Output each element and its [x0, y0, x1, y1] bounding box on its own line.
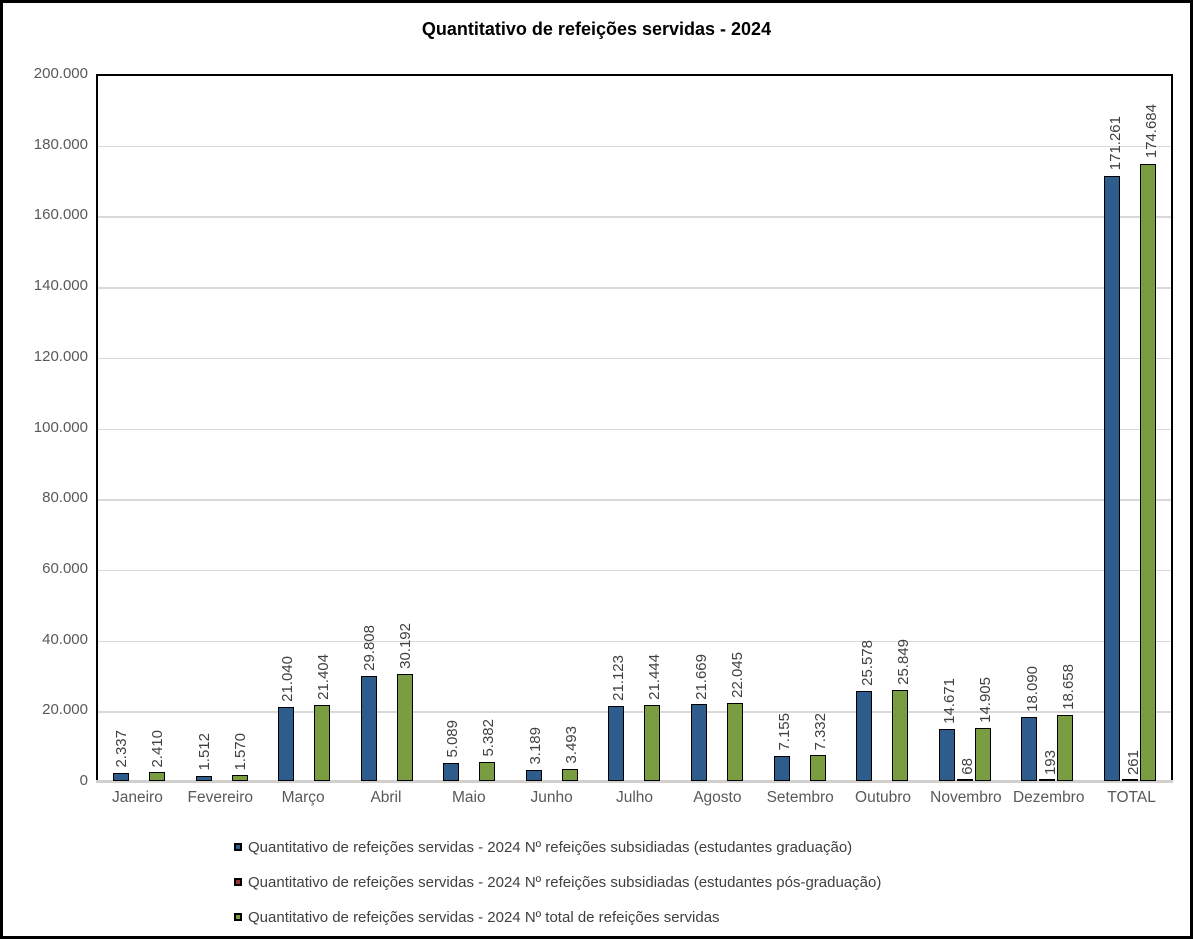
- x-axis-tick-label: Maio: [451, 789, 486, 806]
- bar-series-0-novembro: [938, 729, 955, 781]
- bar-series-2-julho: [644, 705, 661, 781]
- bar-group-total: [1088, 76, 1171, 781]
- bar-series-0-março: [278, 706, 295, 781]
- x-axis-line: [96, 780, 1173, 783]
- bar-series-2-novembro: [974, 728, 991, 781]
- bar-series-2-março: [314, 705, 331, 781]
- gridline: [98, 145, 1171, 148]
- plot-area: 2.337 2.410 1.512 1.570 21.040 21.404 29.808 30…: [96, 74, 1173, 783]
- y-axis-tick-label: 140.000: [33, 277, 88, 295]
- y-axis-tick-label: 200.000: [33, 65, 88, 82]
- x-axis-tick-label: Novembro: [930, 789, 1002, 806]
- bar-series-0-junho: [525, 769, 542, 781]
- bar-series-0-agosto: [691, 704, 708, 781]
- y-axis-tick-label: 180.000: [33, 135, 88, 153]
- bar-series-0-abril: [360, 675, 377, 781]
- y-axis-tick-label: 100.000: [33, 418, 88, 436]
- y-axis-tick-label: 0: [79, 772, 88, 789]
- chart-title: Quantitativo de refeições servidas - 202…: [421, 19, 772, 39]
- legend-item-1: Quantitativo de refeições servidas - 202…: [234, 871, 881, 893]
- bar-group-dezembro: [1006, 76, 1089, 781]
- gridline: [98, 499, 1171, 501]
- bar-series-1-total: [1121, 779, 1138, 781]
- legend-swatch-icon: [234, 843, 242, 851]
- bar-series-0-dezembro: [1021, 717, 1038, 781]
- x-axis-tick-label: Agosto: [693, 789, 742, 806]
- bar-series-2-maio: [479, 761, 496, 781]
- bar-series-0-maio: [443, 763, 460, 781]
- bar-series-2-abril: [396, 674, 413, 781]
- bar-group-maio: [428, 76, 511, 781]
- y-axis-tick-label: 160.000: [33, 206, 88, 224]
- bar-series-0-fevereiro: [195, 775, 212, 781]
- gridline: [98, 428, 1171, 430]
- bar-series-0-total: [1103, 175, 1120, 781]
- y-axis-tick-label: 60.000: [42, 559, 88, 577]
- gridline: [98, 357, 1171, 360]
- x-axis-tick-label: Janeiro: [112, 789, 163, 806]
- bar-group-agosto: [676, 76, 759, 781]
- y-axis-labels: 200.000 180.000 160.000 140.000 120.000 100.0…: [3, 65, 88, 789]
- x-axis-tick-label: Junho: [530, 789, 573, 806]
- x-axis-tick-label: Março: [281, 789, 325, 806]
- bar-series-0-setembro: [773, 755, 790, 781]
- bars-layer: [98, 76, 1171, 781]
- bar-group-outubro: [841, 76, 924, 781]
- x-axis-tick-label: Setembro: [766, 789, 834, 806]
- x-axis-tick-label: TOTAL: [1107, 789, 1156, 806]
- bar-group-setembro: [758, 76, 841, 781]
- bar-series-2-junho: [561, 768, 578, 781]
- legend-swatch-icon: [234, 878, 242, 886]
- y-axis-tick-label: 20.000: [42, 701, 88, 719]
- x-axis-tick-label: Julho: [615, 789, 654, 806]
- x-axis-tick-label: Outubro: [855, 789, 912, 806]
- bar-series-0-janeiro: [113, 772, 130, 781]
- gridline: [98, 711, 1171, 713]
- x-axis-labels: Janeiro Fevereiro Março Abril Maio Junho Julho…: [96, 789, 1173, 807]
- y-axis-tick-label: 40.000: [42, 630, 88, 648]
- legend-label: Quantitativo de refeições servidas - 202…: [248, 908, 720, 926]
- bar-group-março: [263, 76, 346, 781]
- gridline: [98, 216, 1171, 218]
- y-axis-tick-label: 120.000: [33, 347, 88, 365]
- gridline: [98, 287, 1171, 289]
- legend-label: Quantitativo de refeições servidas - 202…: [248, 873, 882, 891]
- bar-series-2-fevereiro: [231, 775, 248, 781]
- bar-series-1-dezembro: [1039, 779, 1056, 781]
- y-axis-tick-label: 80.000: [42, 489, 88, 507]
- x-axis-tick-label: Fevereiro: [187, 789, 253, 806]
- bar-group-abril: [346, 76, 429, 781]
- bar-series-2-dezembro: [1057, 715, 1074, 781]
- bar-group-julho: [593, 76, 676, 781]
- bar-series-2-janeiro: [149, 772, 166, 781]
- legend-item-2: Quantitativo de refeições servidas - 202…: [234, 906, 881, 928]
- bar-series-2-agosto: [727, 703, 744, 781]
- bar-series-2-outubro: [892, 689, 909, 781]
- x-axis-tick-label: Abril: [370, 789, 402, 806]
- legend-swatch-icon: [234, 913, 242, 921]
- legend-label: Quantitativo de refeições servidas - 202…: [248, 838, 853, 856]
- bar-series-0-outubro: [856, 690, 873, 781]
- bar-group-fevereiro: [181, 76, 264, 781]
- chart-legend: Quantitativo de refeições servidas - 202…: [234, 836, 881, 936]
- gridline: [98, 640, 1171, 643]
- bar-series-2-total: [1139, 163, 1156, 781]
- bar-group-novembro: [923, 76, 1006, 781]
- bar-series-2-setembro: [809, 755, 826, 781]
- x-axis-tick-label: Dezembro: [1012, 789, 1085, 806]
- gridline: [98, 569, 1171, 572]
- bar-series-0-julho: [608, 706, 625, 781]
- bar-group-junho: [511, 76, 594, 781]
- legend-item-0: Quantitativo de refeições servidas - 202…: [234, 836, 881, 858]
- bar-series-1-novembro: [956, 779, 973, 781]
- bar-group-janeiro: [98, 76, 181, 781]
